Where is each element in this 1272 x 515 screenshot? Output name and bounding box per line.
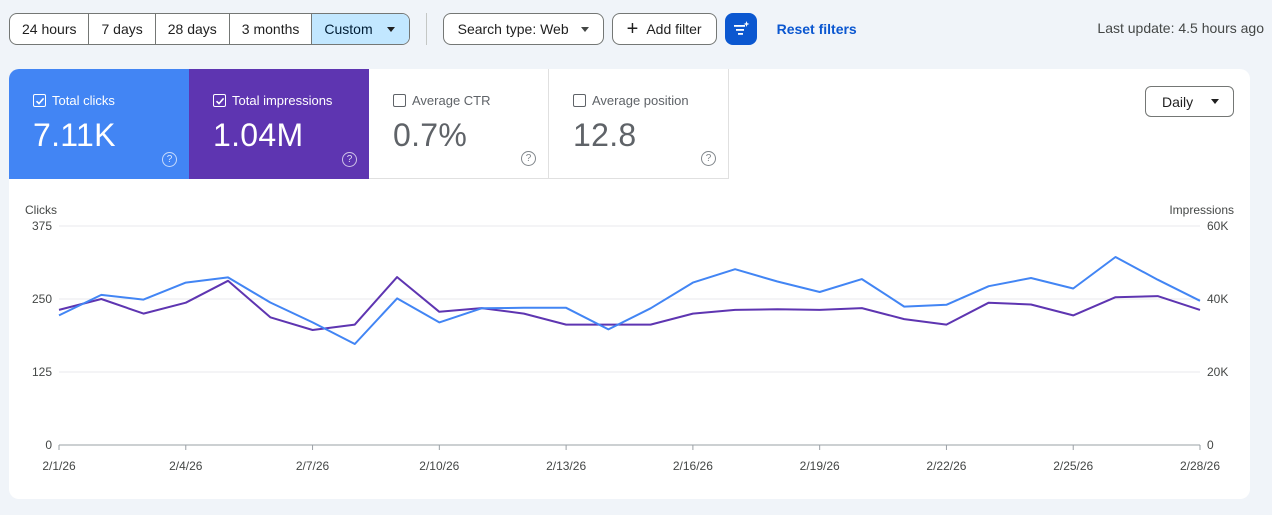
chevron-down-icon	[1211, 99, 1220, 104]
plus-icon: +	[626, 18, 639, 40]
metric-value: 7.11K	[33, 117, 116, 153]
range-7-days[interactable]: 7 days	[89, 14, 156, 44]
range-24-hours[interactable]: 24 hours	[10, 14, 90, 44]
metric-label-row: Average CTR	[393, 93, 491, 108]
range-custom-label: Custom	[324, 21, 373, 37]
x-tick-label: 2/22/26	[926, 459, 966, 473]
x-tick-label: 2/19/26	[800, 459, 840, 473]
y-right-tick-label: 20K	[1207, 365, 1228, 379]
chevron-down-icon	[580, 26, 589, 32]
metric-tabs: Total clicks 7.11K ? Total impressions 1…	[9, 69, 729, 179]
x-tick-label: 2/28/26	[1180, 459, 1220, 473]
metric-label: Average CTR	[412, 93, 491, 108]
chevron-down-icon	[386, 26, 395, 32]
help-icon[interactable]: ?	[521, 151, 536, 166]
metric-value: 12.8	[573, 117, 637, 153]
help-icon[interactable]: ?	[342, 152, 357, 167]
metric-label: Total clicks	[52, 93, 115, 108]
y-left-tick-label: 125	[32, 365, 52, 379]
x-tick-label: 2/25/26	[1053, 459, 1093, 473]
performance-chart: Clicks Impressions 0 0 125 20K 250 40K 375 60K 2/1…	[25, 203, 1234, 473]
filter-settings-button[interactable]	[724, 13, 757, 45]
y-right-tick-label: 40K	[1207, 292, 1228, 306]
x-tick-label: 2/4/26	[169, 459, 203, 473]
metric-label: Average position	[592, 93, 689, 108]
x-tick-label: 2/16/26	[673, 459, 713, 473]
range-3-months[interactable]: 3 months	[230, 14, 313, 44]
metric-value: 1.04M	[213, 117, 304, 153]
x-tick-label: 2/7/26	[296, 459, 330, 473]
metric-value: 0.7%	[393, 117, 468, 153]
y-left-tick-label: 250	[32, 292, 52, 306]
y-right-tick-label: 60K	[1207, 219, 1228, 233]
checkbox-unchecked-icon[interactable]	[573, 94, 586, 107]
help-icon[interactable]: ?	[162, 152, 177, 167]
metric-total-clicks[interactable]: Total clicks 7.11K ?	[9, 69, 189, 179]
metric-average-ctr[interactable]: Average CTR 0.7% ?	[369, 69, 549, 179]
metric-label: Total impressions	[232, 93, 333, 108]
last-update-text: Last update: 4.5 hours ago	[1097, 20, 1264, 36]
metric-label-row: Average position	[573, 93, 689, 108]
filter-sparkle-icon	[733, 21, 750, 35]
range-custom[interactable]: Custom	[312, 14, 409, 44]
metric-label-row: Total clicks	[33, 93, 115, 108]
search-type-label: Search type: Web	[457, 21, 569, 37]
date-range-group: 24 hours 7 days 28 days 3 months Custom	[9, 13, 410, 45]
range-28-days[interactable]: 28 days	[156, 14, 230, 44]
series-line-total-clicks	[58, 256, 1201, 345]
series-line-total-impressions	[58, 276, 1201, 331]
metric-average-position[interactable]: Average position 12.8 ?	[549, 69, 729, 179]
performance-card: Clicks Impressions 0 0 125 20K 250 40K 375 60K 2/1…	[9, 69, 1250, 499]
add-filter-button[interactable]: + Add filter	[611, 13, 717, 45]
x-tick-label: 2/10/26	[419, 459, 459, 473]
checkbox-unchecked-icon[interactable]	[393, 94, 406, 107]
toolbar: 24 hours 7 days 28 days 3 months Custom …	[9, 13, 857, 45]
metric-label-row: Total impressions	[213, 93, 332, 108]
x-tick-label: 2/13/26	[546, 459, 586, 473]
granularity-label: Daily	[1162, 93, 1194, 110]
add-filter-label: Add filter	[646, 21, 702, 37]
y-left-axis-title: Clicks	[25, 203, 57, 217]
granularity-dropdown[interactable]: Daily	[1145, 86, 1234, 117]
checkbox-checked-icon[interactable]	[33, 94, 46, 107]
help-icon[interactable]: ?	[701, 151, 716, 166]
x-tick-label: 2/1/26	[42, 459, 76, 473]
checkbox-checked-icon[interactable]	[213, 94, 226, 107]
y-left-tick-label: 375	[32, 219, 52, 233]
toolbar-divider	[425, 13, 427, 45]
metric-total-impressions[interactable]: Total impressions 1.04M ?	[189, 69, 369, 179]
y-right-tick-label: 0	[1207, 438, 1214, 452]
y-left-tick-label: 0	[45, 438, 52, 452]
y-right-axis-title: Impressions	[1169, 203, 1234, 217]
reset-filters-link[interactable]: Reset filters	[776, 21, 857, 37]
search-type-dropdown[interactable]: Search type: Web	[442, 13, 604, 45]
